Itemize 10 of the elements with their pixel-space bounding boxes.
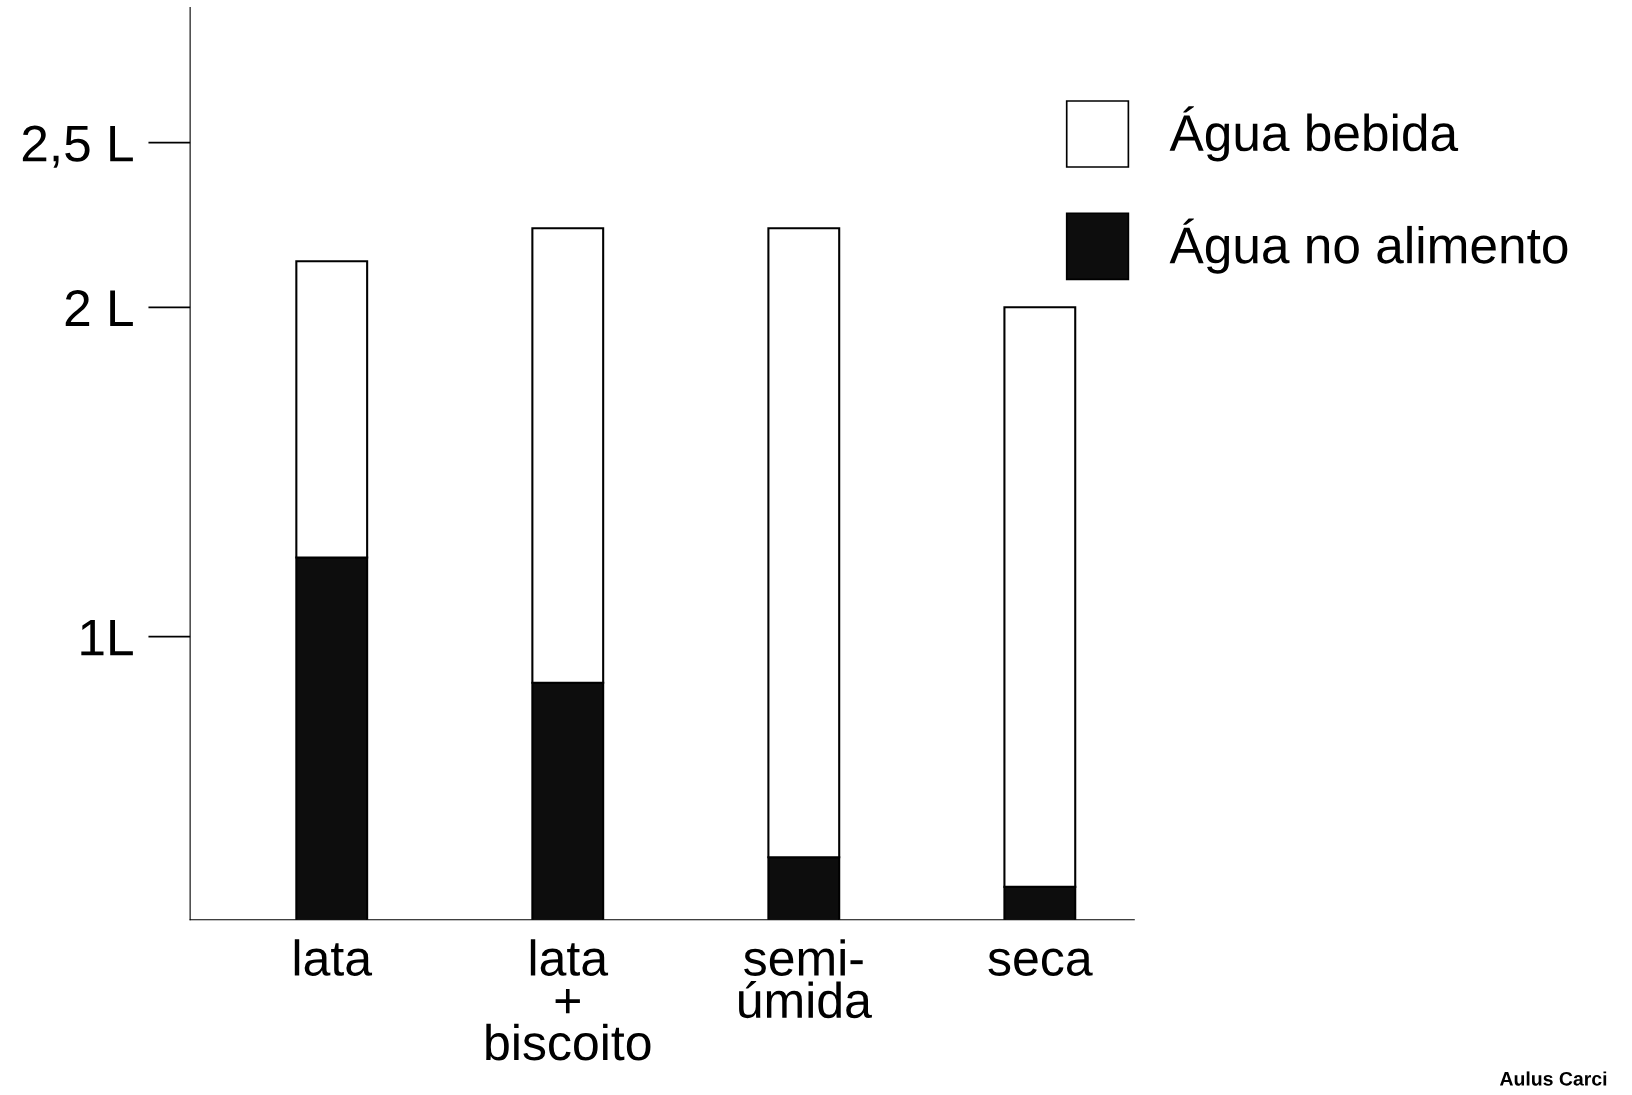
x-tick-label: lata + biscoito	[486, 939, 651, 1061]
y-tick-label: 2,5 L	[22, 125, 133, 168]
text: Aulus Carci	[1499, 1071, 1607, 1086]
x-tick-label: semi- úmida	[739, 939, 872, 1019]
y-tick-label: 1L	[81, 619, 133, 656]
x-tick-label: seca	[988, 948, 1093, 976]
legend-label: Água no alimento	[1169, 218, 1568, 274]
legend-label: Água bebida	[1169, 106, 1459, 162]
y-tick-label: 2 L	[65, 290, 133, 326]
x-tick-label: lata	[294, 939, 373, 976]
